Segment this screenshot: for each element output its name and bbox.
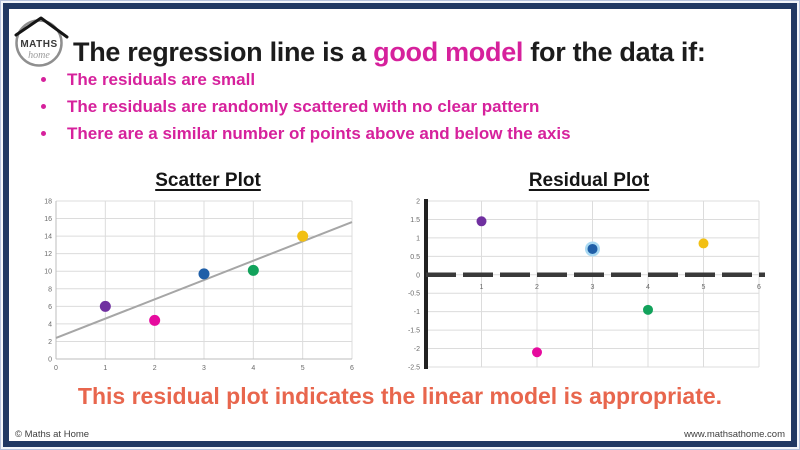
tick-label: 4: [48, 321, 52, 328]
bullet-item: The residuals are small: [39, 69, 571, 96]
footer-copyright: © Maths at Home: [15, 429, 90, 440]
residual-plot-panel: Residual Plot 2 1.5 1 0.5 0 -0.5 -1 -1.5 -2 -2.5 1…: [397, 171, 781, 375]
logo-script-text: home: [28, 50, 50, 61]
tick-label: 0: [54, 365, 58, 372]
tick-label: 0.5: [410, 254, 420, 261]
data-point: [297, 230, 309, 242]
residual-plot-svg: 2 1.5 1 0.5 0 -0.5 -1 -1.5 -2 -2.5 1 2 3 4 5 6: [408, 199, 765, 372]
title-part2: for the data if:: [523, 37, 706, 68]
tick-label: -1.5: [408, 328, 420, 335]
tick-label: 14: [44, 234, 52, 241]
tick-label: 4: [646, 284, 650, 291]
tick-label: 3: [591, 284, 595, 291]
data-point: [99, 300, 111, 312]
tick-label: 2: [416, 199, 420, 206]
tick-label: 1: [416, 235, 420, 242]
data-point: [698, 238, 709, 249]
tick-label: -2.5: [408, 365, 420, 372]
scatter-plot-panel: Scatter Plot 0 2 4 6 8 10 12 14 16 18 0 1 2 3 4 5 6: [33, 171, 383, 375]
bullet-dot: [41, 131, 46, 136]
data-point: [643, 304, 653, 315]
tick-label: 6: [757, 284, 761, 291]
tick-label: 6: [350, 365, 354, 372]
bullet-item: The residuals are randomly scattered wit…: [39, 96, 571, 123]
bullet-text: The residuals are small: [67, 70, 256, 89]
tick-label: 1: [480, 284, 484, 291]
tick-label: 4: [251, 365, 255, 372]
data-point: [587, 243, 598, 254]
tick-label: -0.5: [408, 291, 420, 298]
tick-label: -2: [414, 346, 420, 353]
bullet-dot: [41, 104, 46, 109]
bullet-item: There are a similar number of points abo…: [39, 123, 571, 150]
tick-label: 5: [702, 284, 706, 291]
bullet-text: There are a similar number of points abo…: [67, 124, 571, 143]
bullet-text: The residuals are randomly scattered wit…: [67, 97, 540, 116]
data-point: [476, 216, 487, 227]
tick-label: 2: [153, 365, 157, 372]
tick-label: 10: [44, 269, 52, 276]
tick-label: 0: [48, 357, 52, 364]
tick-label: -1: [414, 309, 420, 316]
tick-label: 3: [202, 365, 206, 372]
tick-label: 12: [44, 251, 52, 258]
logo-name-text: MATHS: [20, 39, 57, 50]
page-title: The regression line is a good model for …: [73, 37, 785, 68]
tick-label: 1: [103, 365, 107, 372]
bullet-list: The residuals are small The residuals ar…: [39, 69, 571, 150]
data-point: [198, 268, 210, 280]
scatter-plot-title: Scatter Plot: [155, 170, 261, 191]
tick-label: 1.5: [410, 217, 420, 224]
title-highlight: good model: [373, 37, 524, 68]
data-point: [532, 347, 542, 358]
footer-url: www.mathsathome.com: [684, 429, 785, 440]
tick-label: 6: [48, 304, 52, 311]
tick-label: 2: [535, 284, 539, 291]
residual-plot-title: Residual Plot: [528, 170, 650, 191]
title-part1: The regression line is a: [73, 37, 374, 68]
tick-label: 5: [301, 365, 305, 372]
tick-label: 8: [48, 286, 52, 293]
data-point: [247, 264, 259, 276]
tick-label: 0: [416, 272, 420, 279]
bullet-dot: [41, 77, 46, 82]
maths-at-home-logo-icon: MATHS home: [14, 16, 69, 67]
tick-label: 16: [44, 216, 52, 223]
data-point: [149, 314, 161, 326]
tick-label: 2: [48, 339, 52, 346]
tick-label: 18: [44, 199, 52, 206]
conclusion-text: This residual plot indicates the linear …: [77, 383, 723, 409]
